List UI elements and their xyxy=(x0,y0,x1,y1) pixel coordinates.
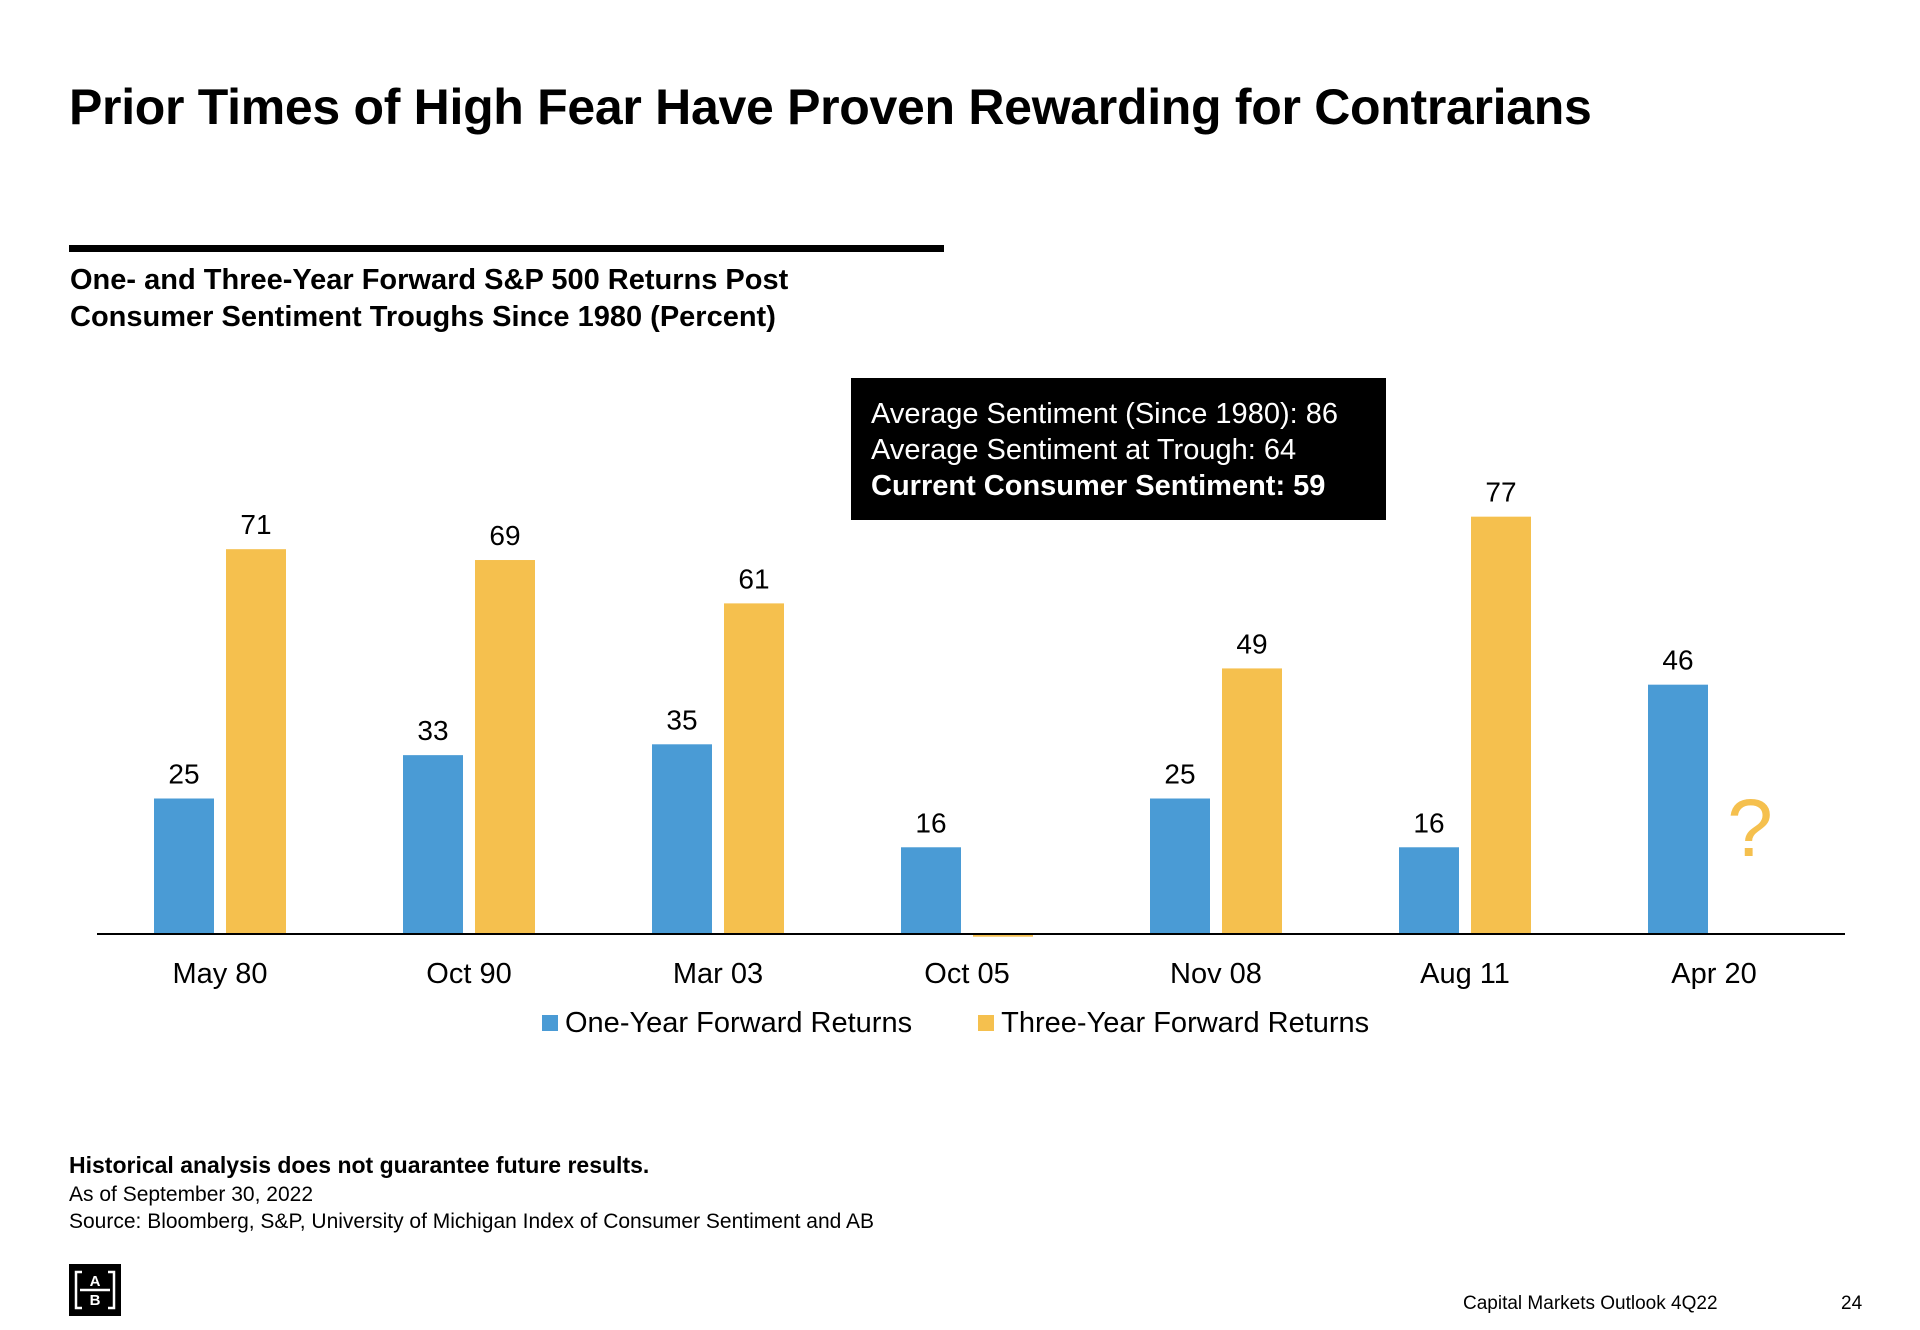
legend-label-three-year: Three-Year Forward Returns xyxy=(1001,1006,1370,1039)
callout-average-sentiment: Average Sentiment (Since 1980): 86 xyxy=(871,398,1338,430)
legend-swatch-three-year xyxy=(978,1015,995,1031)
data-label-one-year-0: 25 xyxy=(168,759,199,790)
data-label-one-year-3: 16 xyxy=(915,807,946,838)
data-label-one-year-2: 35 xyxy=(666,704,697,735)
callout-average-at-trough: Average Sentiment at Trough: 64 xyxy=(871,434,1297,466)
ab-logo: A B xyxy=(69,1264,121,1316)
data-label-three-year-2: 61 xyxy=(738,563,769,594)
x-tick-label-2: Mar 03 xyxy=(673,958,763,990)
footnotes: Historical analysis does not guarantee f… xyxy=(69,1152,874,1235)
x-tick-label-4: Nov 08 xyxy=(1170,958,1262,990)
missing-value-marker-6: ? xyxy=(1727,783,1773,874)
data-label-three-year-1: 69 xyxy=(489,520,520,551)
page-title: Prior Times of High Fear Have Proven Rew… xyxy=(69,79,1592,135)
x-tick-label-5: Aug 11 xyxy=(1420,958,1510,990)
bar-one-year-1 xyxy=(403,755,463,934)
chart-legend: One-Year Forward Returns Three-Year Forw… xyxy=(542,1006,1427,1040)
bar-three-year-0 xyxy=(226,549,286,934)
chart-subtitle-line-1: One- and Three-Year Forward S&P 500 Retu… xyxy=(70,264,789,296)
legend-swatch-one-year xyxy=(542,1015,558,1031)
as-of-date: As of September 30, 2022 xyxy=(69,1183,313,1206)
bar-three-year-3 xyxy=(973,934,1033,937)
data-label-one-year-4: 25 xyxy=(1164,759,1195,790)
data-label-three-year-4: 49 xyxy=(1236,628,1267,659)
data-label-one-year-5: 16 xyxy=(1413,807,1444,838)
callout-current-sentiment: Current Consumer Sentiment: 59 xyxy=(871,470,1326,502)
bar-one-year-4 xyxy=(1150,798,1210,934)
bar-one-year-3 xyxy=(901,847,961,934)
source-note: Source: Bloomberg, S&P, University of Mi… xyxy=(69,1210,875,1233)
bar-chart: 25 71 May 80 33 69 Oct 90 35 61 Mar 03 16 Oct 05 25… xyxy=(97,477,1845,990)
x-tick-label-3: Oct 05 xyxy=(924,958,1009,990)
data-label-one-year-6: 46 xyxy=(1662,645,1693,676)
bar-one-year-2 xyxy=(652,744,712,934)
chart-subtitle-line-2: Consumer Sentiment Troughs Since 1980 (P… xyxy=(70,301,776,333)
data-label-three-year-5: 77 xyxy=(1485,477,1516,508)
bar-three-year-2 xyxy=(724,603,784,934)
x-tick-label-1: Oct 90 xyxy=(426,958,511,990)
chart-subtitle: One- and Three-Year Forward S&P 500 Retu… xyxy=(70,262,970,336)
x-tick-label-6: Apr 20 xyxy=(1671,958,1756,990)
data-label-one-year-1: 33 xyxy=(417,715,448,746)
logo-letter-top: A xyxy=(90,1273,101,1290)
bar-three-year-5 xyxy=(1471,516,1531,934)
data-label-three-year-0: 71 xyxy=(240,509,271,540)
logo-letter-bottom: B xyxy=(90,1292,101,1309)
bar-three-year-1 xyxy=(475,560,535,934)
footer-publication: Capital Markets Outlook 4Q22 xyxy=(1463,1293,1718,1314)
legend-label-one-year: One-Year Forward Returns xyxy=(565,1006,913,1039)
sentiment-callout-box: Average Sentiment (Since 1980): 86 Avera… xyxy=(851,378,1386,520)
bar-one-year-0 xyxy=(154,798,214,934)
legend-item-one-year: One-Year Forward Returns xyxy=(542,1007,912,1040)
x-tick-label-0: May 80 xyxy=(172,958,267,990)
bar-one-year-6 xyxy=(1648,684,1708,934)
disclaimer: Historical analysis does not guarantee f… xyxy=(69,1152,650,1178)
bar-one-year-5 xyxy=(1399,847,1459,934)
footer-page-number: 24 xyxy=(1841,1293,1863,1314)
subtitle-rule xyxy=(69,245,944,252)
bar-three-year-4 xyxy=(1222,668,1282,934)
legend-item-three-year: Three-Year Forward Returns xyxy=(978,1007,1369,1040)
